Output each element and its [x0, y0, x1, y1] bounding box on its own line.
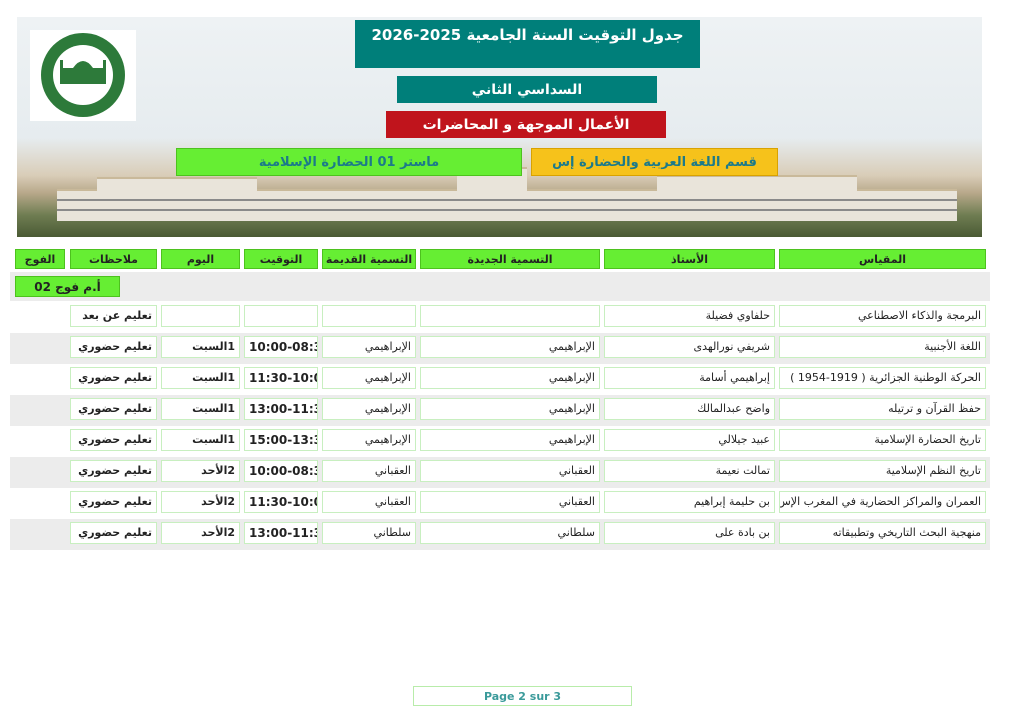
new-room-cell: الإبراهيمي	[420, 398, 600, 420]
day-cell: 1السبت	[161, 398, 240, 420]
table-row: تاريخ النظم الإسلامية تمالت نعيمة العقباني…	[10, 457, 990, 488]
time-cell: 11:30-10:00	[244, 367, 318, 389]
group-badge: أ.م فوج 02	[15, 276, 120, 297]
teacher-cell: إبراهيمي أسامة	[604, 367, 775, 389]
new-room-cell	[420, 305, 600, 327]
table-row: البرمجة والذكاء الاصطناعي حلفاوي فضيلة تعل…	[10, 302, 990, 333]
day-cell: 1السبت	[161, 367, 240, 389]
column-header-time: التوقيت	[244, 249, 318, 269]
time-cell: 13:00-11:30	[244, 398, 318, 420]
teacher-cell: بن حليمة إبراهيم	[604, 491, 775, 513]
group-row: أ.م فوج 02	[10, 272, 990, 301]
time-cell	[244, 305, 318, 327]
table-row: العمران والمراكز الحضارية في المغرب الإس…	[10, 488, 990, 519]
column-header-teacher: الأستاذ	[604, 249, 775, 269]
day-cell: 1السبت	[161, 429, 240, 451]
column-header-module: المقياس	[779, 249, 986, 269]
building-image	[57, 189, 957, 221]
building-image	[97, 177, 257, 193]
teacher-cell: واضح عبدالمالك	[604, 398, 775, 420]
session-type-label: الأعمال الموجهة و المحاضرات	[386, 111, 666, 138]
page-title: جدول التوقيت السنة الجامعية 2025-2026	[355, 20, 700, 68]
time-cell: 15:00-13:30	[244, 429, 318, 451]
column-header-notes: ملاحظات	[70, 249, 157, 269]
old-room-cell: العقباني	[322, 491, 416, 513]
module-cell: حفظ القرآن و ترتيله	[779, 398, 986, 420]
old-room-cell	[322, 305, 416, 327]
time-cell: 11:30-10:00	[244, 491, 318, 513]
old-room-cell: الإبراهيمي	[322, 398, 416, 420]
semester-label: السداسي الثاني	[397, 76, 657, 103]
teacher-cell: شريفي نورالهدى	[604, 336, 775, 358]
old-room-cell: سلطاني	[322, 522, 416, 544]
notes-cell: تعليم حضوري	[70, 398, 157, 420]
notes-cell: تعليم حضوري	[70, 367, 157, 389]
notes-cell: تعليم حضوري	[70, 522, 157, 544]
day-cell	[161, 305, 240, 327]
old-room-cell: الإبراهيمي	[322, 429, 416, 451]
teacher-cell: بن بادة على	[604, 522, 775, 544]
logo-seal-icon	[41, 33, 125, 117]
column-header-new-room: التسمية الجديدة	[420, 249, 600, 269]
time-cell: 10:00-08:30	[244, 460, 318, 482]
notes-cell: تعليم حضوري	[70, 491, 157, 513]
time-cell: 13:00-11:30	[244, 522, 318, 544]
day-cell: 2الأحد	[161, 460, 240, 482]
new-room-cell: العقباني	[420, 491, 600, 513]
university-logo	[30, 30, 136, 121]
table-row: تاريخ الحضارة الإسلامية عبيد جيلالي الإبرا…	[10, 426, 990, 457]
time-cell: 10:00-08:30	[244, 336, 318, 358]
table-row: اللغة الأجنبية شريفي نورالهدى الإبراهيمي ال…	[10, 333, 990, 364]
teacher-cell: عبيد جيلالي	[604, 429, 775, 451]
department-label: قسم اللغة العربية والحضارة إس	[531, 148, 778, 176]
day-cell: 2الأحد	[161, 491, 240, 513]
old-room-cell: الإبراهيمي	[322, 336, 416, 358]
module-cell: البرمجة والذكاء الاصطناعي	[779, 305, 986, 327]
day-cell: 1السبت	[161, 336, 240, 358]
new-room-cell: سلطاني	[420, 522, 600, 544]
notes-cell: تعليم حضوري	[70, 460, 157, 482]
new-room-cell: الإبراهيمي	[420, 336, 600, 358]
notes-cell: تعليم عن بعد	[70, 305, 157, 327]
column-header-old-room: التسمية القديمة	[322, 249, 416, 269]
building-image	[657, 175, 857, 193]
table-row: الحركة الوطنية الجزائرية ( 1919-1954 ) إب…	[10, 364, 990, 395]
table-row: منهجية البحث التاريخي وتطبيقاته بن بادة ع…	[10, 519, 990, 550]
notes-cell: تعليم حضوري	[70, 336, 157, 358]
day-cell: 2الأحد	[161, 522, 240, 544]
teacher-cell: تمالت نعيمة	[604, 460, 775, 482]
old-room-cell: الإبراهيمي	[322, 367, 416, 389]
column-header-group: الفوج	[15, 249, 65, 269]
new-room-cell: العقباني	[420, 460, 600, 482]
page-number: Page 2 sur 3	[413, 686, 632, 706]
teacher-cell: حلفاوي فضيلة	[604, 305, 775, 327]
module-cell: تاريخ النظم الإسلامية	[779, 460, 986, 482]
notes-cell: تعليم حضوري	[70, 429, 157, 451]
module-cell: اللغة الأجنبية	[779, 336, 986, 358]
new-room-cell: الإبراهيمي	[420, 367, 600, 389]
old-room-cell: العقباني	[322, 460, 416, 482]
new-room-cell: الإبراهيمي	[420, 429, 600, 451]
table-row: حفظ القرآن و ترتيله واضح عبدالمالك الإبراه…	[10, 395, 990, 426]
module-cell: تاريخ الحضارة الإسلامية	[779, 429, 986, 451]
module-cell: الحركة الوطنية الجزائرية ( 1919-1954 )	[779, 367, 986, 389]
column-header-day: اليوم	[161, 249, 240, 269]
module-cell: العمران والمراكز الحضارية في المغرب الإس	[779, 491, 986, 513]
module-cell: منهجية البحث التاريخي وتطبيقاته	[779, 522, 986, 544]
program-label: ماستر 01 الحضارة الإسلامية	[176, 148, 522, 176]
